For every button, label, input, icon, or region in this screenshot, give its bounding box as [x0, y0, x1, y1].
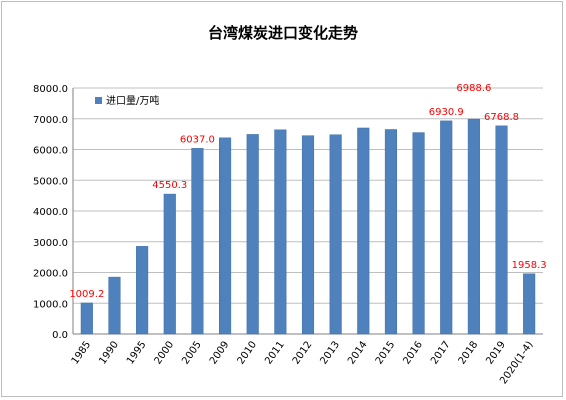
x-tick-label: 2012: [291, 339, 315, 366]
y-tick-label: 8000.0: [33, 84, 68, 95]
legend-label: 进口量/万吨: [106, 94, 159, 107]
bars: [80, 118, 536, 335]
y-tick-label: 5000.0: [33, 176, 68, 187]
x-tick-label: 1995: [125, 339, 149, 366]
y-axis-ticks: 0.0 1000.0 2000.0 3000.0 4000.0 5000.0 6000.0 7…: [33, 84, 68, 341]
bar-2000: [163, 193, 176, 335]
x-tick-label: 1985: [70, 339, 94, 366]
x-tick-label: 1990: [97, 339, 121, 366]
y-tick-label: 3000.0: [33, 238, 68, 249]
bar-2015: [384, 129, 397, 335]
data-label: 6930.9: [429, 107, 464, 118]
y-tick-label: 4000.0: [33, 207, 68, 218]
x-tick-label: 2016: [401, 339, 425, 366]
y-tick-label: 2000.0: [33, 269, 68, 280]
x-tick-label: 2000: [153, 339, 177, 366]
x-tick-label: 2017: [429, 339, 453, 366]
x-axis-ticks: 1985 1990 1995 2000 2005 2009 2010 2011 2012 2013…: [70, 339, 536, 386]
x-tick-label: 2009: [208, 339, 232, 366]
x-tick-label: 2005: [180, 339, 204, 366]
data-label: 1009.2: [69, 289, 104, 300]
x-tick-label: 2019: [484, 339, 508, 366]
data-label: 6037.0: [180, 134, 215, 145]
legend: 进口量/万吨: [95, 94, 159, 107]
bar-2018: [467, 118, 480, 335]
data-label: 6768.8: [484, 112, 519, 123]
bar-1995: [136, 246, 149, 335]
bar-2009: [219, 137, 232, 335]
legend-swatch: [95, 97, 102, 104]
bar-1990: [108, 276, 121, 335]
bar-2013: [329, 134, 342, 335]
bar-2016: [412, 132, 425, 335]
x-tick-label: 2011: [263, 339, 287, 366]
x-tick-label: 2010: [236, 339, 260, 366]
bar-2010: [246, 134, 259, 335]
y-tick-label: 6000.0: [33, 146, 68, 157]
bar-2020(1-4): [523, 273, 536, 335]
gridlines: [72, 87, 543, 335]
data-label: 1958.3: [512, 260, 547, 271]
bar-2014: [357, 127, 370, 335]
x-tick-label: 2015: [374, 339, 398, 366]
data-label: 4550.3: [152, 180, 187, 191]
bar-1985: [80, 302, 93, 335]
x-tick-label: 2014: [346, 339, 370, 366]
bar-2012: [301, 135, 315, 335]
chart-title: 台湾煤炭进口变化走势: [208, 24, 358, 42]
data-label: 6988.6: [456, 83, 491, 94]
bar-2011: [274, 129, 287, 335]
data-labels: 1009.2 4550.3 6037.0 6930.9 6988.6 6768.8 1958…: [69, 83, 546, 300]
bar-2017: [440, 120, 453, 335]
y-tick-label: 7000.0: [33, 115, 68, 126]
y-tick-label: 0.0: [52, 330, 68, 341]
bar-2019: [495, 125, 508, 335]
x-tick-label: 2018: [457, 339, 481, 366]
bar-2005: [191, 148, 204, 335]
y-tick-label: 1000.0: [33, 299, 68, 310]
x-tick-label: 2013: [318, 339, 342, 366]
